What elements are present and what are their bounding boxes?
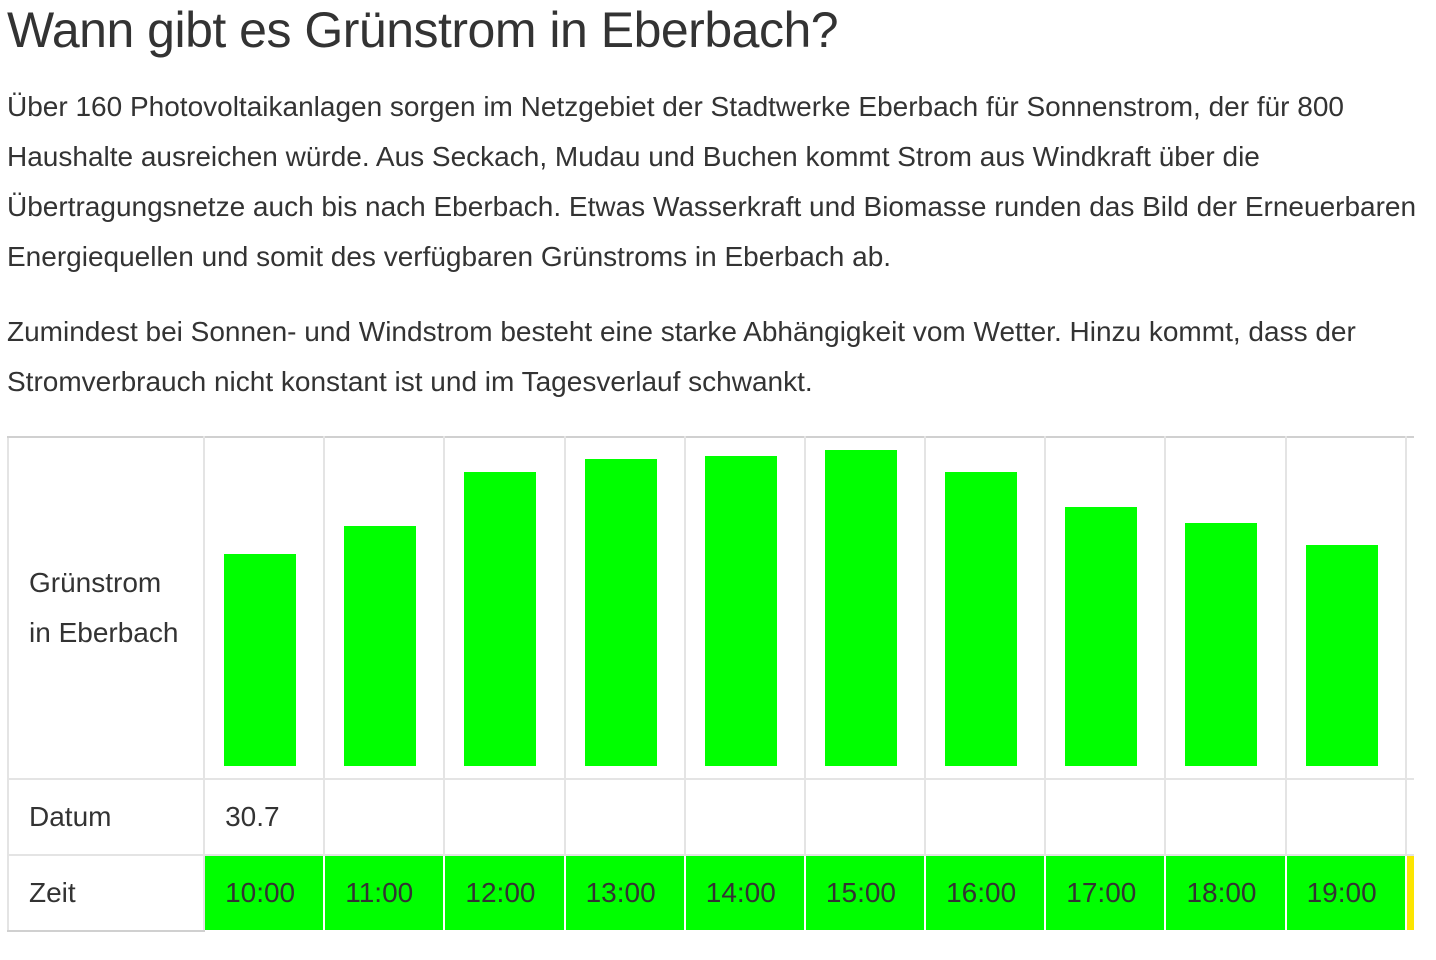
bar-1300 <box>584 459 657 766</box>
greenpower-label: Grünstrom in Eberbach <box>29 567 179 648</box>
bar-cell <box>443 436 566 780</box>
greenpower-table-wrapper[interactable]: Grünstrom in Eberbach Datum 30.7 Zeit 10… <box>7 436 1414 932</box>
bar-cell <box>1164 436 1287 780</box>
bar-1000 <box>224 554 297 766</box>
bar-cell <box>1284 436 1407 780</box>
time-cell: 15:00 <box>803 854 927 932</box>
time-cell: 12:00 <box>443 854 566 932</box>
date-label: Datum <box>29 801 112 832</box>
date-cell <box>1284 778 1407 856</box>
time-label-1500: 15:00 <box>825 877 896 908</box>
bar-cell <box>803 436 927 780</box>
bar-cell <box>683 436 806 780</box>
bar-cell <box>563 436 686 780</box>
time-cell: 17:00 <box>1044 854 1167 932</box>
bar-1900 <box>1305 545 1378 766</box>
page-title: Wann gibt es Grünstrom in Eberbach? <box>7 2 839 58</box>
date-cell <box>563 778 686 856</box>
bar-cell <box>1044 436 1167 780</box>
time-cell: 11:00 <box>323 854 446 932</box>
bar-1700 <box>1065 507 1138 766</box>
time-label-1900: 19:00 <box>1306 877 1377 908</box>
date-cell: 30.7 <box>203 778 326 856</box>
time-label-1300: 13:00 <box>585 877 656 908</box>
bar-cell <box>924 436 1047 780</box>
bar-cell <box>1404 436 1414 780</box>
time-cell: 18:00 <box>1164 854 1287 932</box>
date-cell <box>683 778 806 856</box>
time-label-1000: 10:00 <box>225 877 296 908</box>
time-label-1600: 16:00 <box>946 877 1017 908</box>
bar-cell <box>323 436 446 780</box>
date-cell <box>443 778 566 856</box>
time-cell: 14:00 <box>683 854 806 932</box>
bar-1200 <box>464 472 537 766</box>
date-cell <box>803 778 927 856</box>
date-cell <box>1404 778 1414 856</box>
bar-1800 <box>1185 523 1258 766</box>
time-label: Zeit <box>29 877 76 908</box>
greenpower-table: Grünstrom in Eberbach Datum 30.7 Zeit 10… <box>7 436 1414 932</box>
bar-row: Grünstrom in Eberbach <box>7 436 1414 780</box>
time-label-1700: 17:00 <box>1066 877 1137 908</box>
time-cell: 20:00 <box>1404 854 1414 932</box>
time-cell: 19:00 <box>1284 854 1407 932</box>
time-label-cell: Zeit <box>7 854 206 932</box>
date-label-cell: Datum <box>7 778 206 856</box>
date-cell <box>1164 778 1287 856</box>
time-row: Zeit 10:00 11:00 12:00 13:00 14:00 15:00 16:00… <box>7 854 1414 932</box>
time-cell: 13:00 <box>563 854 686 932</box>
bar-1600 <box>945 472 1018 766</box>
date-value: 30.7 <box>225 801 280 832</box>
bar-1100 <box>344 526 417 766</box>
intro-paragraph: Über 160 Photovoltaikanlagen sorgen im N… <box>7 91 1417 272</box>
time-label-1200: 12:00 <box>465 877 536 908</box>
date-cell <box>924 778 1047 856</box>
time-cell: 16:00 <box>924 854 1047 932</box>
bar-1500 <box>824 450 897 766</box>
date-cell <box>323 778 446 856</box>
bar-1400 <box>704 456 777 766</box>
time-cell: 10:00 <box>203 854 326 932</box>
time-label-1800: 18:00 <box>1186 877 1257 908</box>
time-label-1100: 11:00 <box>345 877 414 908</box>
greenpower-label-cell: Grünstrom in Eberbach <box>7 436 206 780</box>
date-row: Datum 30.7 <box>7 778 1414 856</box>
weather-paragraph: Zumindest bei Sonnen- und Windstrom best… <box>7 316 1356 397</box>
date-cell <box>1044 778 1167 856</box>
bar-cell <box>203 436 326 780</box>
time-label-1400: 14:00 <box>705 877 776 908</box>
